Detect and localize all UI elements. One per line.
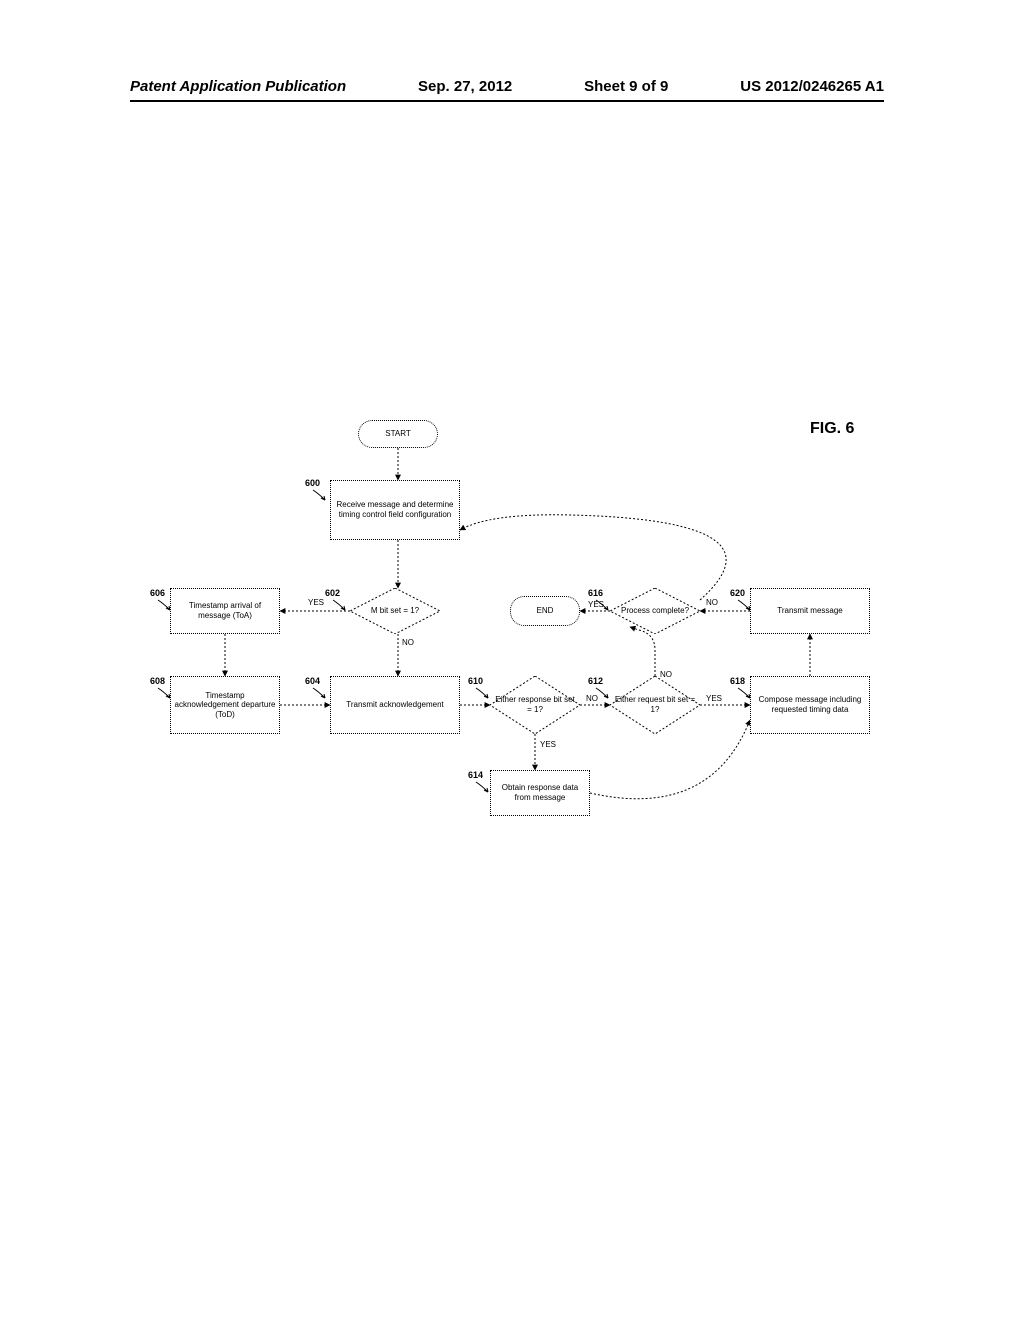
ref-612: 612: [588, 676, 603, 686]
header-sheet: Sheet 9 of 9: [584, 78, 668, 95]
ref-618: 618: [730, 676, 745, 686]
edgelabel-no602: NO: [402, 638, 414, 647]
node-n608: Timestamp acknowledgement departure (ToD…: [170, 676, 280, 734]
ref-620: 620: [730, 588, 745, 598]
header-date: Sep. 27, 2012: [418, 78, 512, 95]
flowchart: START Receive message and determine timin…: [150, 420, 910, 900]
ref-604: 604: [305, 676, 320, 686]
edgelabel-no610: NO: [586, 694, 598, 703]
node-n620: Transmit message: [750, 588, 870, 634]
ref-600: 600: [305, 478, 320, 488]
node-n600: Receive message and determine timing con…: [330, 480, 460, 540]
edgelabel-no612: NO: [660, 670, 672, 679]
node-n616: Process complete?: [610, 588, 700, 634]
node-end: END: [510, 596, 580, 626]
ref-608: 608: [150, 676, 165, 686]
edgelabel-yes612: YES: [706, 694, 722, 703]
node-start: START: [358, 420, 438, 448]
node-n618: Compose message including requested timi…: [750, 676, 870, 734]
node-n606: Timestamp arrival of message (ToA): [170, 588, 280, 634]
header-pubno: US 2012/0246265 A1: [740, 78, 884, 95]
node-n612: Either request bit set = 1?: [610, 676, 700, 734]
edgelabel-yes610: YES: [540, 740, 556, 749]
ref-606: 606: [150, 588, 165, 598]
edgelabel-yes602: YES: [308, 598, 324, 607]
ref-610: 610: [468, 676, 483, 686]
edgelabel-no616: NO: [706, 598, 718, 607]
node-n614: Obtain response data from message: [490, 770, 590, 816]
ref-614: 614: [468, 770, 483, 780]
header-rule: [130, 100, 884, 102]
flowchart-edges: [150, 420, 910, 900]
node-n604: Transmit acknowledgement: [330, 676, 460, 734]
page-header: Patent Application Publication Sep. 27, …: [0, 78, 1024, 95]
edgelabel-yes616: YES: [588, 600, 604, 609]
ref-602: 602: [325, 588, 340, 598]
header-left: Patent Application Publication: [130, 78, 346, 95]
edge-14: [630, 627, 655, 676]
node-n602: M bit set = 1?: [350, 588, 440, 634]
node-n610: Either response bit set = 1?: [490, 676, 580, 734]
ref-616: 616: [588, 588, 603, 598]
